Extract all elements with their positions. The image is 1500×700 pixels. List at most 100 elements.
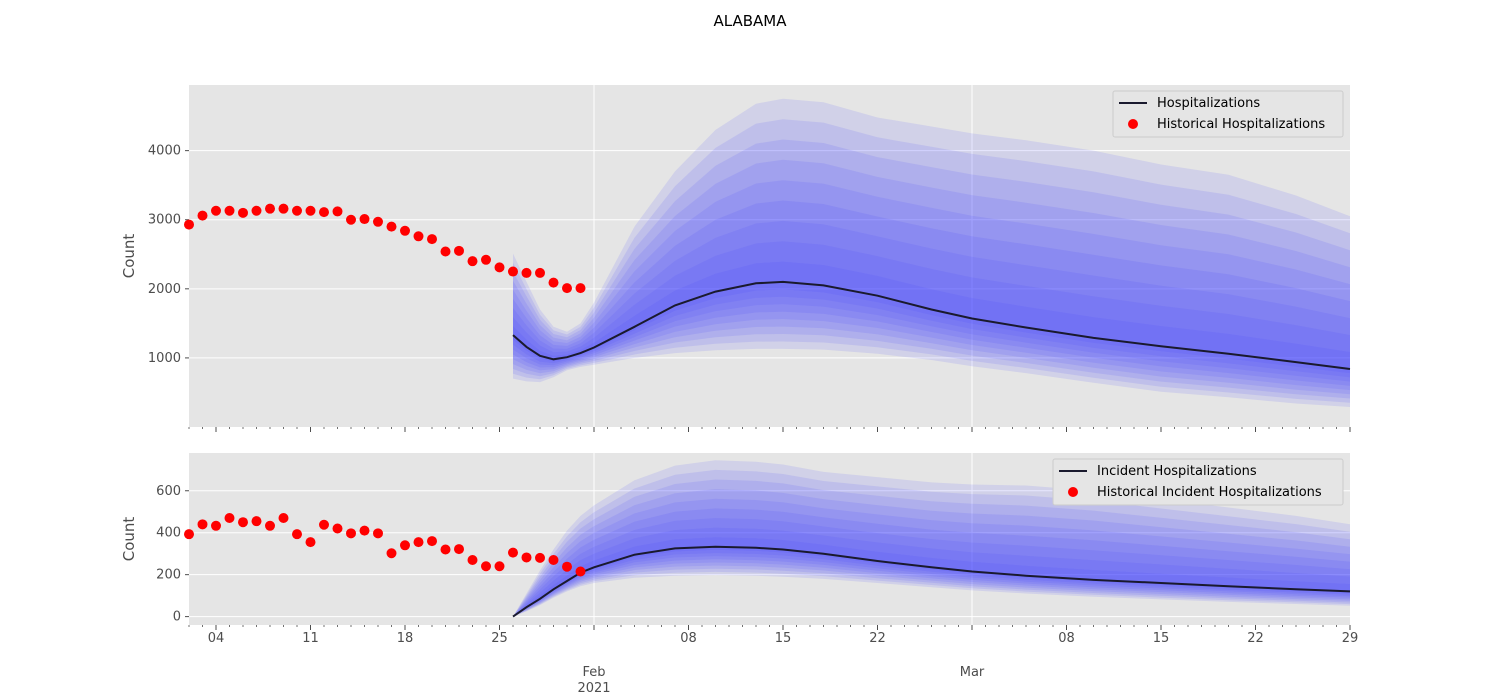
legend-box xyxy=(1112,90,1344,138)
x-tick-label: 08 xyxy=(1058,631,1075,646)
historical-point xyxy=(400,225,410,236)
historical-point xyxy=(292,529,302,540)
historical-point xyxy=(454,245,464,256)
y-axis-label: Count xyxy=(120,234,138,279)
x-tick-label: Mar xyxy=(960,665,985,680)
historical-point xyxy=(265,520,275,531)
historical-point xyxy=(494,561,505,572)
historical-point xyxy=(481,561,491,572)
x-tick-label: 22 xyxy=(869,631,886,646)
x-tick-label: 15 xyxy=(775,631,792,646)
legend-point-swatch xyxy=(1128,119,1138,129)
x-tick-label: 2021 xyxy=(577,681,610,696)
legend-box xyxy=(1052,458,1344,506)
historical-point xyxy=(508,266,518,277)
historical-point xyxy=(535,267,545,278)
historical-point xyxy=(467,256,478,267)
historical-point xyxy=(224,205,235,216)
forecast-band xyxy=(513,98,1350,408)
historical-point xyxy=(575,566,586,577)
plot-area xyxy=(189,85,1350,427)
historical-point xyxy=(346,214,356,225)
historical-point xyxy=(467,554,478,565)
historical-point xyxy=(427,536,437,547)
historical-point xyxy=(305,537,316,548)
y-tick-label: 0 xyxy=(173,610,181,625)
historical-point xyxy=(359,214,370,225)
historical-point xyxy=(575,283,586,294)
forecast-band xyxy=(513,508,1350,617)
median-forecast-line xyxy=(512,280,1351,370)
historical-point xyxy=(265,203,275,214)
historical-point xyxy=(548,554,559,565)
historical-point xyxy=(548,277,559,288)
historical-point xyxy=(224,513,235,524)
historical-point xyxy=(319,207,329,218)
historical-point xyxy=(346,528,356,539)
legend-entry-forecast: Incident Hospitalizations xyxy=(1097,464,1257,479)
historical-point xyxy=(305,205,316,216)
forecast-band xyxy=(513,180,1350,391)
historical-point xyxy=(494,262,505,273)
historical-point xyxy=(521,267,532,278)
forecast-band xyxy=(513,220,1350,382)
historical-point xyxy=(278,203,289,214)
x-tick-label: 25 xyxy=(491,631,508,646)
x-tick-label: 15 xyxy=(1153,631,1170,646)
forecast-band xyxy=(513,498,1350,617)
y-tick-label: 1000 xyxy=(148,351,181,366)
x-tick-label: 04 xyxy=(208,631,225,646)
historical-point xyxy=(454,544,464,555)
historical-point xyxy=(440,544,451,555)
historical-point xyxy=(278,513,289,524)
historical-point xyxy=(386,221,397,232)
historical-point xyxy=(211,205,221,216)
historical-point xyxy=(373,216,383,227)
legend-entry-historical: Historical Hospitalizations xyxy=(1157,117,1325,132)
historical-point xyxy=(197,519,208,530)
y-tick-label: 400 xyxy=(156,526,181,541)
y-tick-label: 3000 xyxy=(148,213,181,228)
x-tick-label: 18 xyxy=(397,631,414,646)
top-panel: 1000 2000 3000 4000 Count Hospitalizations His… xyxy=(120,85,1351,432)
historical-point xyxy=(319,519,329,530)
historical-point xyxy=(238,517,248,528)
y-tick-label: 4000 xyxy=(148,144,181,159)
y-tick-label: 2000 xyxy=(148,282,181,297)
historical-point xyxy=(508,547,518,558)
historical-point xyxy=(562,561,572,572)
historical-point xyxy=(251,516,262,527)
historical-point xyxy=(535,552,545,563)
y-tick-label: 600 xyxy=(156,484,181,499)
historical-point xyxy=(332,523,343,534)
forecast-band xyxy=(513,469,1350,617)
y-axis-label: Count xyxy=(120,517,138,562)
historical-point xyxy=(238,207,248,218)
historical-point xyxy=(197,210,208,221)
median-forecast-line xyxy=(512,545,1351,618)
historical-point xyxy=(251,205,262,216)
legend-entry-forecast: Hospitalizations xyxy=(1157,96,1260,111)
forecast-band xyxy=(513,537,1350,617)
forecast-band xyxy=(513,139,1350,399)
forecast-band xyxy=(513,489,1350,617)
historical-point xyxy=(184,219,194,230)
historical-point xyxy=(481,254,491,265)
historical-point xyxy=(413,537,424,548)
historical-point xyxy=(332,206,343,217)
historical-point xyxy=(413,231,424,242)
bottom-panel: 0 200 400 600 Count Incident Hospitalizations… xyxy=(120,453,1351,630)
historical-point xyxy=(211,520,221,531)
historical-point xyxy=(386,548,397,559)
historical-point xyxy=(373,528,383,539)
forecast-band xyxy=(513,159,1350,395)
historical-point xyxy=(400,540,410,551)
x-tick-label: 29 xyxy=(1342,631,1359,646)
x-tick-label: 22 xyxy=(1247,631,1264,646)
historical-point xyxy=(184,529,194,540)
historical-point xyxy=(562,283,572,294)
figure-title: ALABAMA xyxy=(714,12,788,30)
forecast-band xyxy=(513,527,1350,617)
